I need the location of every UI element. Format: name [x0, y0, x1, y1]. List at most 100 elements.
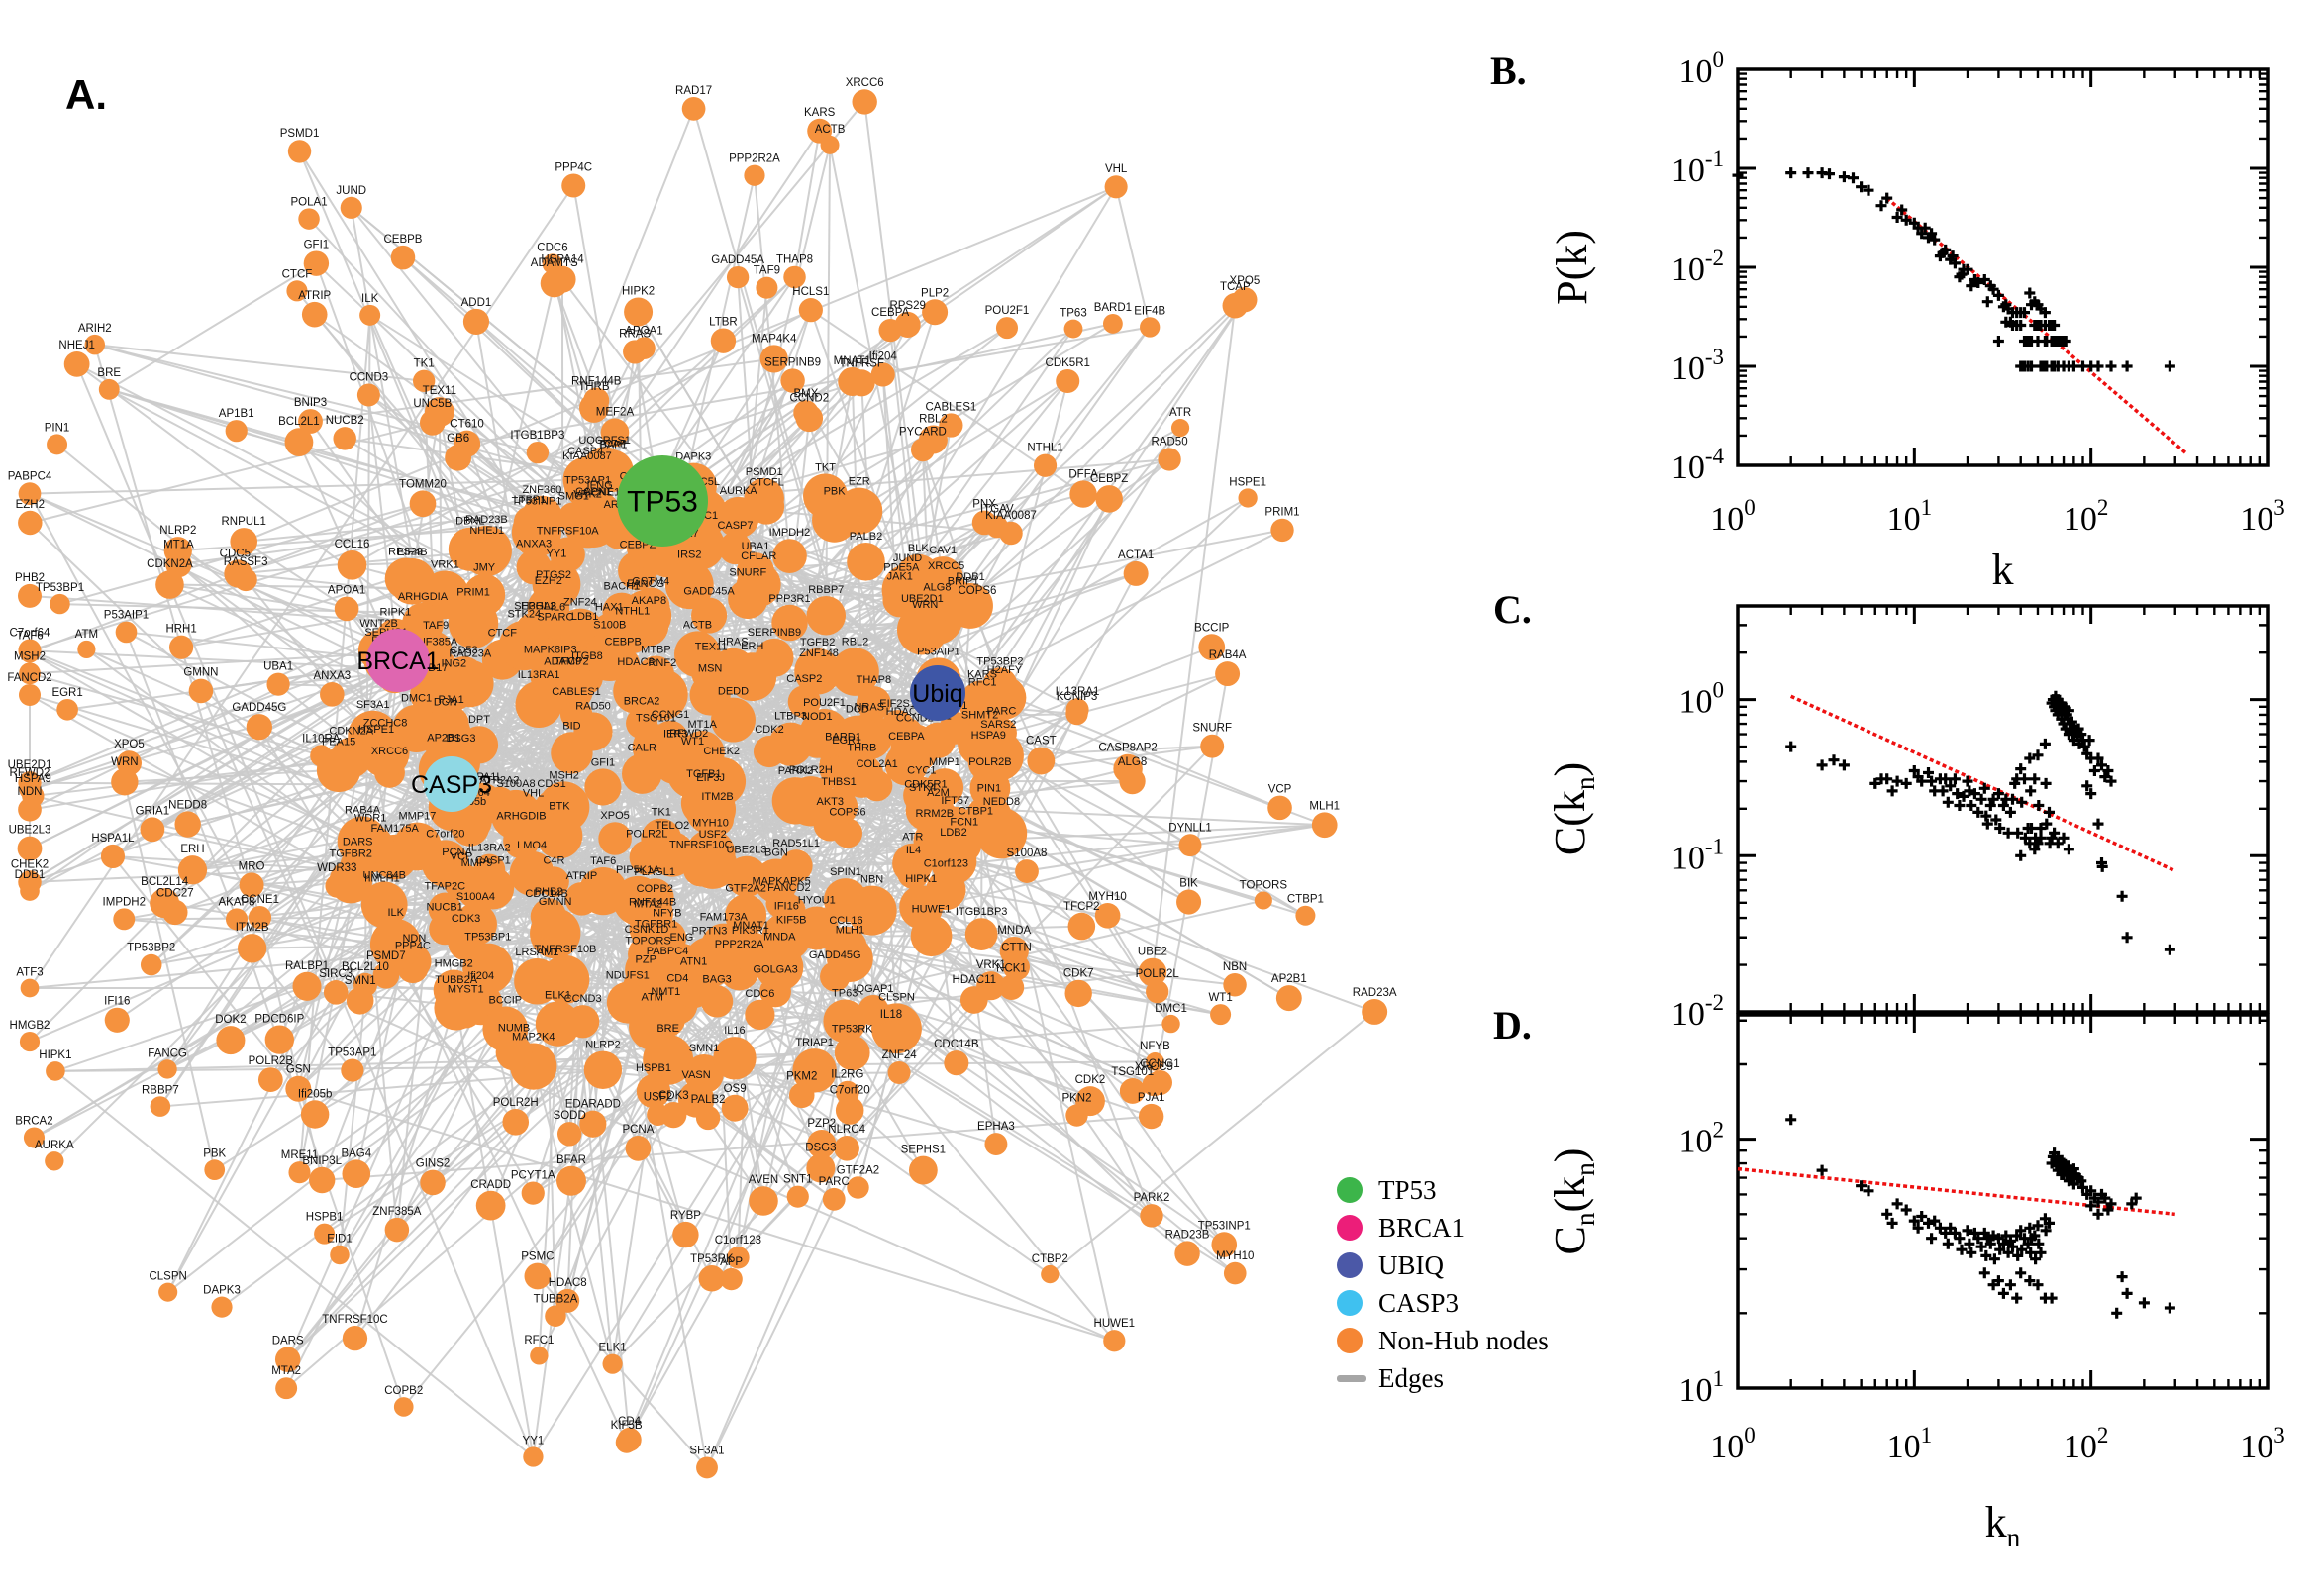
network-edge: [584, 130, 821, 481]
network-node-label: HSPA9: [15, 773, 51, 785]
network-node-label: NDN: [402, 933, 426, 945]
network-edge: [537, 980, 974, 1001]
network-node: [958, 721, 1002, 766]
panel-b-label: B.: [1490, 49, 1527, 93]
network-edge: [488, 868, 736, 1059]
network-node-label: UBE2D1: [901, 593, 944, 605]
network-node: [47, 434, 68, 455]
network-node-label: TNFRSF10A: [537, 526, 600, 538]
network-node-label: CYC1: [907, 765, 936, 777]
network-edge: [1115, 186, 1152, 328]
network-node: [526, 441, 550, 464]
network-node-label: ACTB: [815, 124, 846, 136]
network-node: [23, 1127, 46, 1148]
network-node-label: PNX: [972, 499, 996, 511]
network-node: [1063, 319, 1083, 339]
network-node-label: HIPK1: [905, 873, 937, 885]
network-edge: [166, 723, 453, 1293]
network-node-label: BMX: [793, 388, 818, 400]
network-node-label: CCNG1: [652, 709, 690, 721]
network-node-label: TP53BP1: [464, 932, 511, 944]
network-node: [1140, 1204, 1163, 1228]
network-node: [462, 943, 514, 994]
network-node: [150, 888, 180, 919]
network-edge: [921, 449, 1001, 685]
network-node-label: TELO2: [655, 820, 689, 832]
network-node-label: BCCIP: [1194, 622, 1229, 634]
network-node: [947, 828, 982, 863]
network-node-label: GADD45A: [711, 254, 764, 266]
scatter-points: [1785, 1114, 2175, 1319]
network-node: [502, 1109, 530, 1136]
network-node-label: CTBP2: [1032, 1253, 1068, 1265]
network-node: [77, 640, 96, 659]
network-node-label: CCND2: [789, 393, 829, 405]
network-node-label: AVEN: [749, 1174, 778, 1186]
network-node-label: BTK: [549, 801, 570, 813]
network-node-label: ZNF24: [563, 597, 597, 609]
network-node-label: CD4: [666, 973, 688, 985]
network-edge: [611, 427, 1181, 1365]
network-node-label: CD4: [618, 1416, 642, 1428]
legend-item: BRCA1: [1337, 1209, 1549, 1247]
network-node-label: EZR: [849, 476, 870, 488]
network-node: [847, 1176, 869, 1199]
network-node-label: DCN: [434, 697, 457, 709]
network-node-label: TAF9: [423, 620, 449, 632]
y-tick-label: 10-4: [1671, 444, 1725, 486]
network-node: [310, 745, 333, 767]
network-node: [539, 866, 569, 898]
legend-item: Edges: [1337, 1359, 1549, 1397]
network-node-label: GOLGA3: [753, 964, 797, 976]
network-node: [710, 328, 737, 353]
network-node: [463, 573, 506, 616]
network-node-label: RRM2B: [916, 808, 955, 820]
network-node-label: NLRP2: [585, 1040, 620, 1051]
network-node-label: CABLES1: [552, 686, 601, 698]
network-node-label: GRIA1: [136, 805, 170, 817]
network-node: [674, 631, 721, 678]
network-node: [17, 583, 43, 608]
network-node-label: ATRIP: [566, 870, 598, 882]
network-node: [995, 317, 1019, 340]
network-node-label: RBBP7: [142, 1084, 179, 1096]
network-node-label: CTCF: [282, 268, 313, 280]
network-node: [749, 1186, 778, 1216]
network-node-label: RFC1: [968, 676, 997, 688]
network-node: [18, 482, 42, 506]
plot-frame: [1736, 1013, 2270, 1390]
network-node-label: DAPK3: [675, 451, 711, 463]
network-node: [628, 935, 665, 973]
network-node-label: CASP4: [567, 446, 603, 457]
network-node-label: GMNN: [539, 896, 572, 908]
network-node-label: WNT2B: [359, 618, 398, 630]
network-edge: [809, 309, 909, 591]
network-edge: [54, 1070, 535, 1458]
network-node-label: SERPINB9: [764, 356, 821, 368]
network-edge: [352, 309, 812, 566]
network-node: [783, 265, 806, 289]
network-node-label: AKT3: [817, 796, 845, 808]
network-node-label: ARHGDIA: [398, 591, 449, 603]
network-node: [681, 97, 706, 121]
network-node-label: MMP17: [399, 811, 437, 823]
network-node-label: ATR: [902, 832, 923, 844]
network-node-label: P53AIP1: [917, 646, 960, 657]
network-node-label: TNFRSF10B: [534, 944, 596, 955]
network-node: [960, 986, 988, 1014]
network-edge: [793, 131, 821, 278]
network-node: [1094, 903, 1121, 929]
network-node: [239, 872, 264, 898]
network-node-label: RAD17: [675, 85, 712, 97]
minor-ticks: [1738, 69, 2268, 465]
network-node-label: BCCIP: [489, 995, 523, 1007]
network-edge: [108, 262, 317, 391]
network-node-label: ACTB: [683, 619, 712, 631]
network-node: [412, 369, 436, 393]
network-node-label: TAF9: [754, 265, 780, 277]
network-node: [720, 1267, 743, 1291]
network-node-label: POLA1: [291, 196, 328, 208]
network-edge: [298, 1087, 1115, 1343]
network-node: [719, 532, 752, 565]
network-node: [606, 981, 649, 1024]
